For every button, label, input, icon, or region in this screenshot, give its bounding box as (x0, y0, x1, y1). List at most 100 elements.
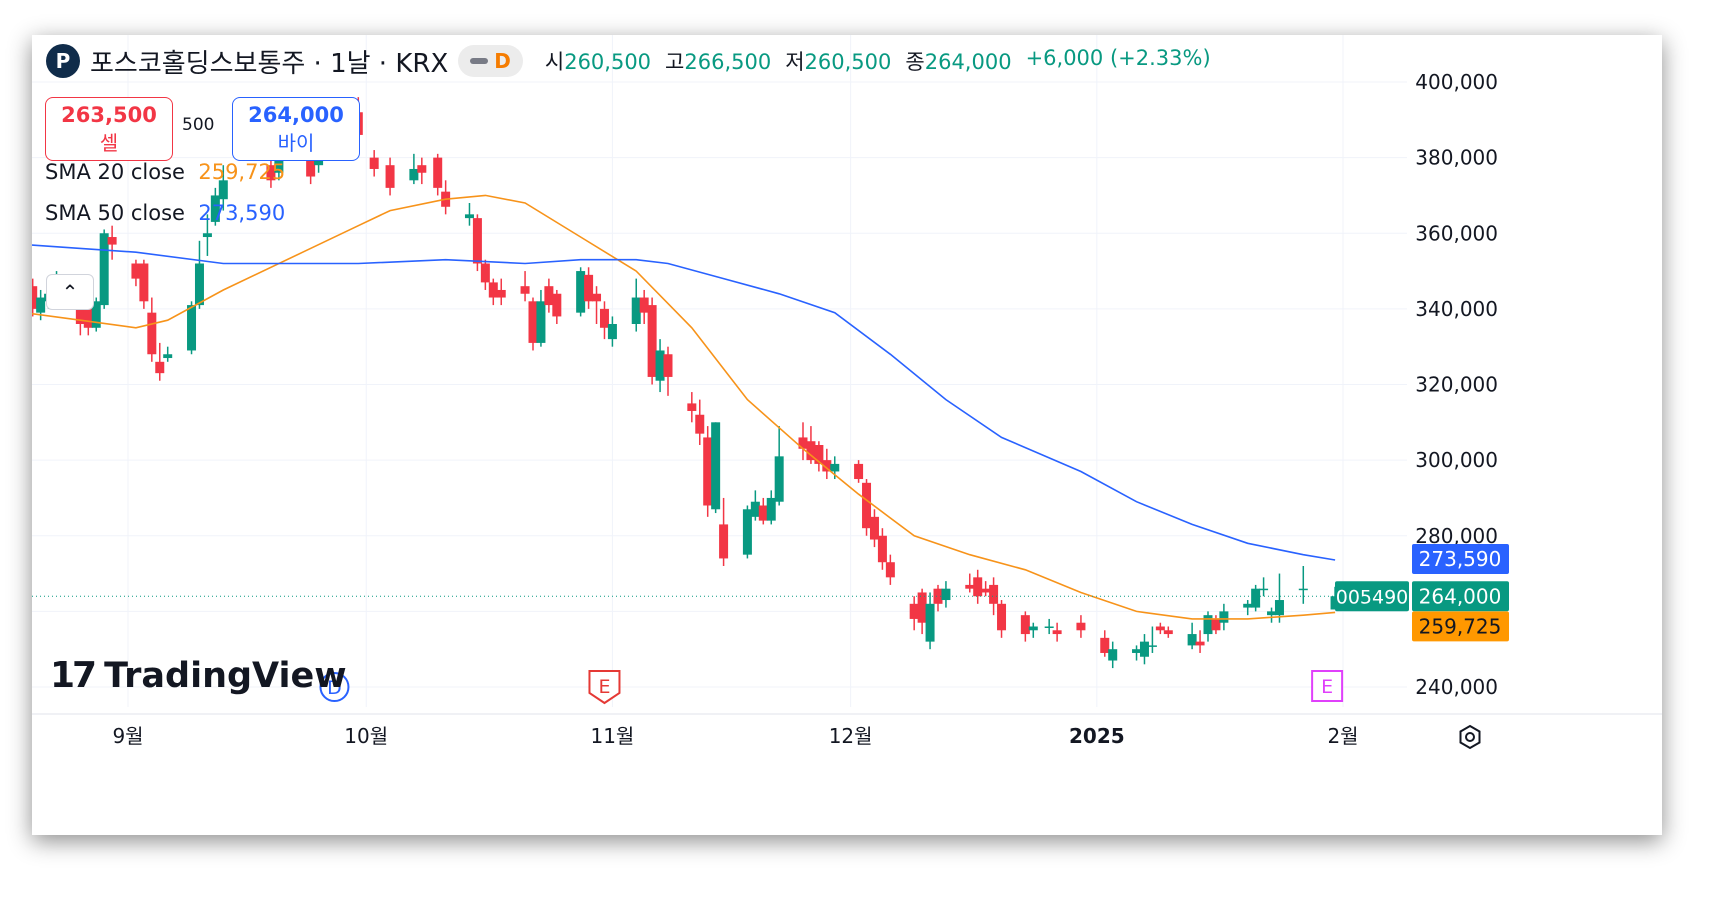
candle-body (107, 237, 117, 245)
symbol-tag-box (1335, 581, 1409, 612)
candle (973, 569, 983, 604)
candle (774, 426, 784, 506)
sma20-price-tag: 259,725 (1412, 611, 1509, 642)
candle (536, 289, 546, 347)
candle-body (155, 361, 165, 374)
candle (687, 392, 697, 423)
data-status-pill[interactable]: D (458, 45, 523, 77)
candle-body (1155, 626, 1165, 631)
candle (631, 278, 641, 332)
y-tick-label: 360,000 (1415, 221, 1498, 245)
settings-icon[interactable] (1457, 724, 1483, 750)
sma50-value: 273,590 (198, 201, 286, 225)
chart-window: 400,000 380,000 360,000 340,000 320,000 300,0… (32, 35, 1662, 835)
ohlc-high: 고266,500 (665, 50, 772, 74)
sell-button[interactable]: 263,500 셀 (45, 97, 173, 161)
candle-body (806, 441, 816, 461)
candle-body (131, 263, 141, 279)
candle-body (869, 516, 879, 540)
tradingview-logo[interactable]: 17 TradingView (50, 655, 347, 696)
candle (552, 289, 562, 324)
x-tick-label: 12월 (829, 724, 873, 748)
candle-body (631, 297, 641, 324)
sma50-legend[interactable]: SMA 50 close 273,590 (45, 201, 286, 225)
candle-body (862, 482, 872, 529)
candle (592, 286, 602, 324)
candle (1139, 634, 1149, 665)
candle (1100, 630, 1110, 657)
symbol-title[interactable]: 포스코홀딩스보통주 · 1날 · KRX (90, 48, 449, 79)
candle (750, 490, 760, 521)
candle (719, 497, 729, 566)
x-tick-label: 11월 (590, 724, 634, 748)
ohlc-open: 시260,500 (544, 50, 652, 74)
candle-body (933, 588, 943, 604)
candle-body (1163, 630, 1173, 635)
symbol-tag: 005490 (1335, 581, 1409, 612)
candle-body (1052, 630, 1062, 635)
candle-body (528, 301, 538, 343)
candle (1132, 645, 1142, 661)
candle (703, 426, 713, 517)
buy-label: 바이 (277, 130, 315, 155)
candle-body (163, 354, 173, 359)
candle (965, 573, 975, 593)
candle (1274, 573, 1284, 623)
candle (798, 422, 808, 461)
candle-body (147, 312, 157, 355)
candle (163, 346, 173, 362)
candle-body (758, 505, 768, 521)
candle-body (464, 214, 474, 219)
ohlc-close: 종264,000 (905, 50, 1012, 74)
candle (528, 297, 538, 351)
x-tick-label: 10월 (344, 724, 388, 748)
candle (520, 271, 530, 302)
sma20-legend[interactable]: SMA 20 close 259,725 (45, 160, 286, 184)
candle-body (576, 271, 586, 313)
candle-body (607, 324, 617, 340)
sma50-price-tag-box (1412, 543, 1509, 574)
candle-body (1267, 611, 1277, 616)
candle-body (496, 289, 506, 298)
candle (218, 165, 228, 211)
candle (814, 441, 824, 472)
sma20-price-tag-box (1412, 611, 1509, 642)
spread-value: 500 (182, 115, 215, 135)
candle (806, 426, 816, 464)
ohlc-readout: 시260,500 고266,500 저260,500 종264,000 +6,0… (545, 46, 1211, 76)
candle (385, 157, 395, 196)
candle-body (742, 509, 752, 555)
candle (1155, 622, 1165, 635)
candle-body (266, 165, 276, 181)
collapse-legend-button[interactable]: ⌃ (46, 274, 94, 310)
buy-button[interactable]: 264,000 바이 (232, 97, 360, 161)
candle-body (194, 263, 204, 306)
candle (202, 214, 212, 256)
candle (1052, 622, 1062, 642)
candle (194, 240, 204, 309)
y-tick-label: 320,000 (1415, 373, 1498, 397)
candle-body (750, 501, 760, 517)
candle-body (655, 350, 665, 381)
sma20-line (32, 194, 1336, 620)
candle (441, 180, 451, 215)
candle-body (1195, 641, 1205, 646)
candle-body (306, 153, 316, 177)
candle-body (822, 460, 832, 472)
candle-body (1203, 615, 1213, 635)
candle-body (1219, 611, 1229, 623)
candle-body (941, 588, 951, 601)
symbol-logo[interactable]: P (46, 44, 80, 78)
candle (1163, 626, 1173, 638)
candle (1020, 611, 1030, 642)
sma50-price-tag-text: 273,590 (1419, 547, 1502, 571)
candle-body (1251, 588, 1261, 608)
candle (480, 259, 490, 290)
candle (369, 150, 379, 177)
earnings-marker-label: E (1321, 676, 1333, 698)
timeframe-badge: D (494, 49, 511, 73)
y-tick-label: 280,000 (1415, 524, 1498, 548)
candle-body (369, 157, 379, 169)
candlestick-chart[interactable]: 400,000 380,000 360,000 340,000 320,000 300,0… (32, 35, 1662, 835)
candle-body (1020, 615, 1030, 635)
